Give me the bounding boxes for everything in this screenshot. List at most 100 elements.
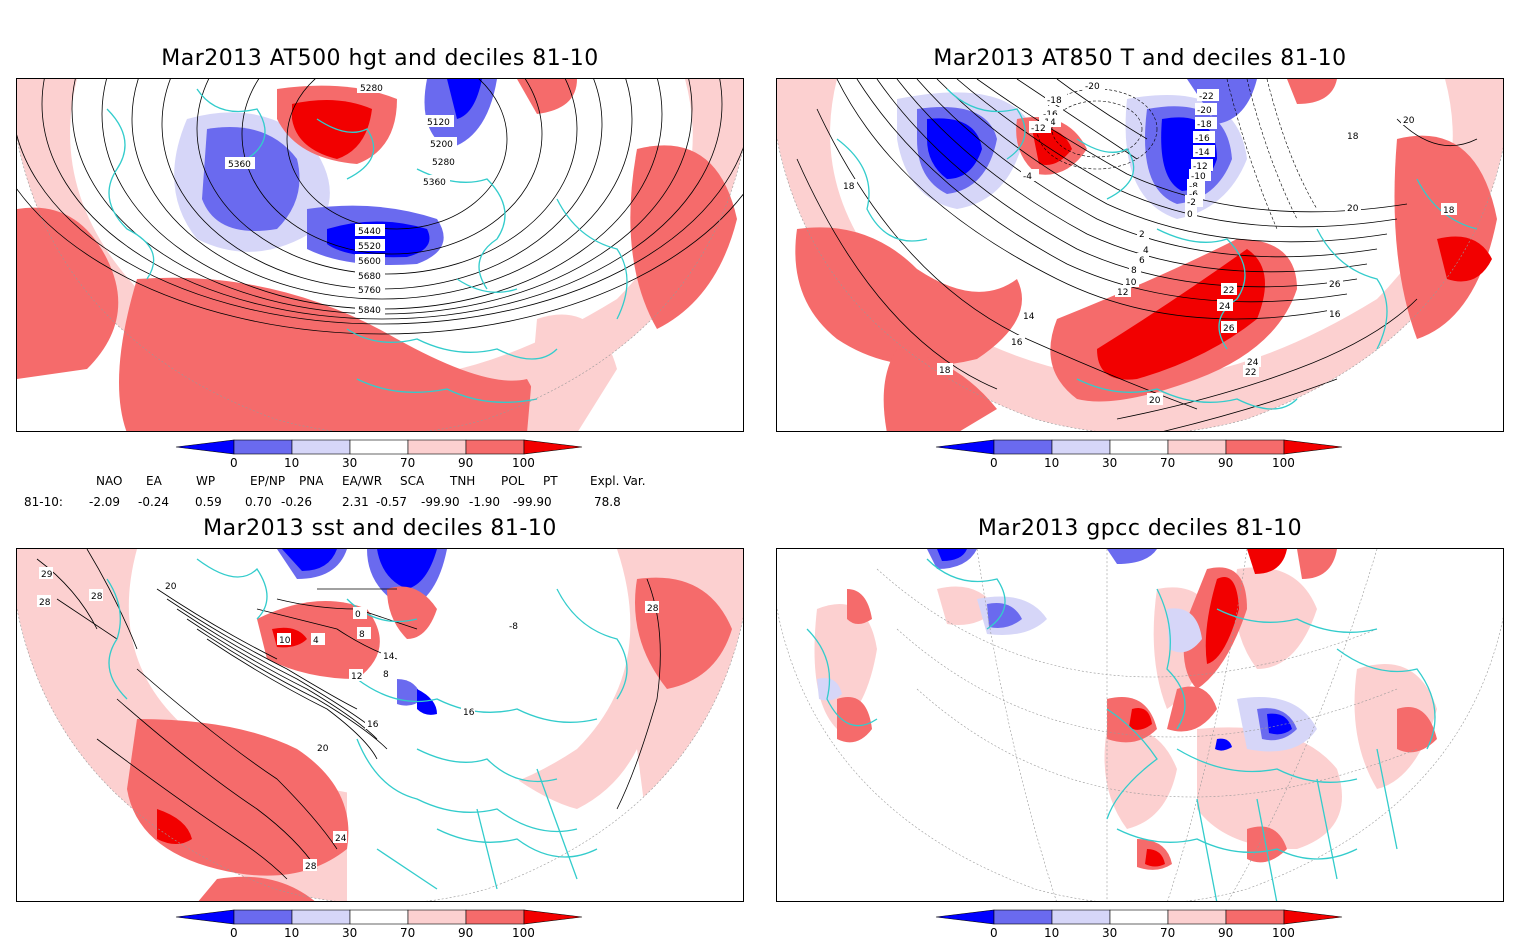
svg-text:18: 18 (939, 366, 951, 376)
contour-label: 20 (163, 579, 177, 592)
svg-text:8: 8 (359, 630, 365, 640)
cbar-tick: 70 (1160, 926, 1175, 940)
cbar-tick: 90 (458, 926, 473, 940)
contour-label: 16 (461, 705, 475, 718)
map-hgt500[interactable]: 5280 5120 5200 5280 5360 5360 5440 5520 … (16, 78, 744, 432)
contour-label: 5520 (355, 239, 385, 252)
svg-text:5120: 5120 (427, 118, 450, 128)
svg-text:18: 18 (1347, 132, 1359, 142)
svg-text:-10: -10 (1191, 172, 1206, 182)
cbar-tick: 0 (230, 456, 238, 470)
svg-text:28: 28 (39, 598, 51, 608)
svg-text:5280: 5280 (432, 158, 455, 168)
svg-text:5760: 5760 (358, 286, 381, 296)
index-value: -1.90 (469, 495, 501, 509)
contour-label: -12 (1191, 159, 1213, 172)
contour-label: 28 (645, 601, 659, 614)
contour-label: 26 (1221, 321, 1237, 334)
contour-label: 18 (1441, 203, 1457, 216)
svg-text:22: 22 (1245, 368, 1256, 378)
svg-text:18: 18 (843, 182, 855, 192)
contour-label: 16 (1009, 335, 1025, 348)
cbar-tick: 10 (1044, 926, 1059, 940)
index-header: NAO (96, 474, 123, 488)
index-header: EA (146, 474, 162, 488)
index-header: Expl. Var. (590, 474, 646, 488)
svg-text:-4: -4 (1023, 172, 1032, 182)
contour-label: -22 (1197, 89, 1219, 102)
panel-title-t850: Mar2013 AT850 T and deciles 81-10 (933, 46, 1347, 71)
index-header: PT (543, 474, 558, 488)
svg-text:20: 20 (165, 582, 177, 592)
cbar-tick: 10 (284, 926, 299, 940)
contour-label: -4 (1021, 169, 1039, 182)
colorbar-sst: 0 10 30 70 90 100 (175, 909, 586, 940)
contour-label: 14 (381, 649, 395, 662)
contour-label: 5680 (355, 269, 385, 282)
index-value: -99.90 (513, 495, 552, 509)
cbar-tick: 100 (1272, 456, 1295, 470)
panel-title-sst: Mar2013 sst and deciles 81-10 (203, 516, 557, 541)
contour-label: -14 (1193, 145, 1215, 158)
svg-text:5360: 5360 (228, 160, 251, 170)
svg-text:16: 16 (463, 708, 475, 718)
index-header: TNH (450, 474, 476, 488)
contour-label: 10 (277, 633, 291, 646)
map-gpcc[interactable] (776, 548, 1504, 902)
contour-label: 0 (353, 607, 367, 620)
map-t850[interactable]: -20 -18 -16 -14 -12 -22 -20 -18 -16 -14 … (776, 78, 1504, 432)
cbar-tick: 0 (990, 456, 998, 470)
index-header: EP/NP (250, 474, 286, 488)
svg-text:6: 6 (1139, 256, 1145, 266)
contour-label: 5440 (355, 224, 385, 237)
contour-label: 26 (1327, 277, 1343, 290)
contour-label: 5840 (355, 303, 385, 316)
svg-text:28: 28 (305, 862, 317, 872)
svg-text:8: 8 (1131, 266, 1137, 276)
contour-label: 24 (1245, 355, 1261, 368)
svg-text:5200: 5200 (430, 140, 453, 150)
svg-text:2: 2 (1139, 230, 1145, 240)
svg-text:-18: -18 (1047, 96, 1062, 106)
contour-label: -10 (1189, 169, 1211, 182)
svg-text:-20: -20 (1085, 82, 1100, 92)
svg-text:22: 22 (1223, 286, 1234, 296)
contour-label: 12 (1115, 285, 1131, 298)
cbar-tick: 30 (342, 456, 357, 470)
cbar-tick: 90 (1218, 926, 1233, 940)
contour-label: 18 (1345, 129, 1361, 142)
cbar-tick: 30 (1102, 926, 1117, 940)
svg-text:26: 26 (1329, 280, 1341, 290)
contour-label: -2 (1185, 195, 1203, 208)
index-header: SCA (400, 474, 425, 488)
contour-label: 5120 (424, 115, 454, 128)
svg-text:5680: 5680 (358, 272, 381, 282)
cbar-tick: 100 (1272, 926, 1295, 940)
index-value: -0.24 (138, 495, 170, 509)
contour-label: 14 (1021, 309, 1037, 322)
cbar-tick: 0 (990, 926, 998, 940)
svg-text:28: 28 (647, 604, 659, 614)
index-value: 78.8 (594, 495, 621, 509)
svg-text:0: 0 (355, 610, 361, 620)
svg-text:-8: -8 (509, 622, 518, 632)
svg-text:-12: -12 (1031, 124, 1046, 134)
contour-label: 24 (1217, 299, 1233, 312)
contour-label: -12 (1029, 121, 1051, 134)
panel-title-hgt500: Mar2013 AT500 hgt and deciles 81-10 (161, 46, 599, 71)
svg-text:5280: 5280 (360, 84, 383, 94)
index-value: -99.90 (421, 495, 460, 509)
cbar-tick: 0 (230, 926, 238, 940)
svg-text:-20: -20 (1197, 106, 1212, 116)
contour-label: -20 (1195, 103, 1217, 116)
svg-text:24: 24 (1219, 302, 1231, 312)
contour-label: 8 (357, 627, 371, 640)
svg-text:5840: 5840 (358, 306, 381, 316)
contour-label: 28 (89, 589, 103, 602)
colorbar-gpcc: 0 10 30 70 90 100 (935, 909, 1346, 940)
contour-label: 5280 (429, 155, 459, 168)
contour-label: 18 (841, 179, 857, 192)
map-sst[interactable]: 29 28 28 20 10 14 8 0 12 4 8 16 16 20 24… (16, 548, 744, 902)
contour-label: 12 (349, 669, 363, 682)
svg-text:20: 20 (1347, 204, 1359, 214)
